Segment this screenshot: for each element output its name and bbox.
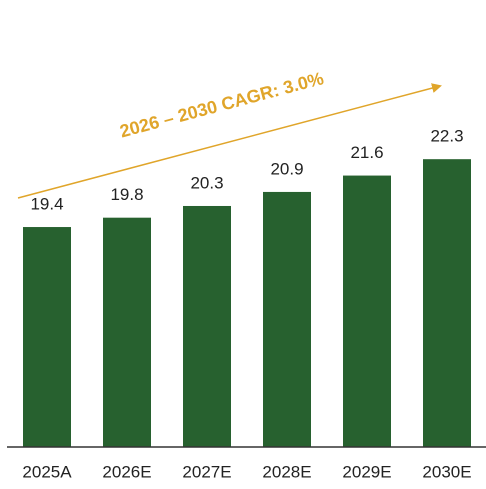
bar	[263, 191, 311, 447]
x-tick-label: 2029E	[342, 462, 391, 481]
bar	[23, 227, 71, 447]
x-tick-label: 2025A	[22, 462, 72, 481]
value-label: 19.8	[110, 185, 143, 204]
bar	[103, 217, 151, 447]
value-label: 21.6	[350, 143, 383, 162]
bar	[423, 159, 471, 447]
x-tick-label: 2030E	[422, 462, 471, 481]
value-label: 20.3	[190, 173, 223, 192]
bar	[343, 175, 391, 447]
bar	[183, 205, 231, 447]
x-tick-label: 2028E	[262, 462, 311, 481]
cagr-arrow	[17, 83, 442, 199]
value-label: 22.3	[430, 127, 463, 146]
value-label: 20.9	[270, 159, 303, 178]
x-tick-label: 2027E	[182, 462, 231, 481]
cagr-label: 2026 – 2030 CAGR: 3.0%	[118, 68, 326, 141]
value-label: 19.4	[30, 195, 63, 214]
x-tick-label: 2026E	[102, 462, 151, 481]
